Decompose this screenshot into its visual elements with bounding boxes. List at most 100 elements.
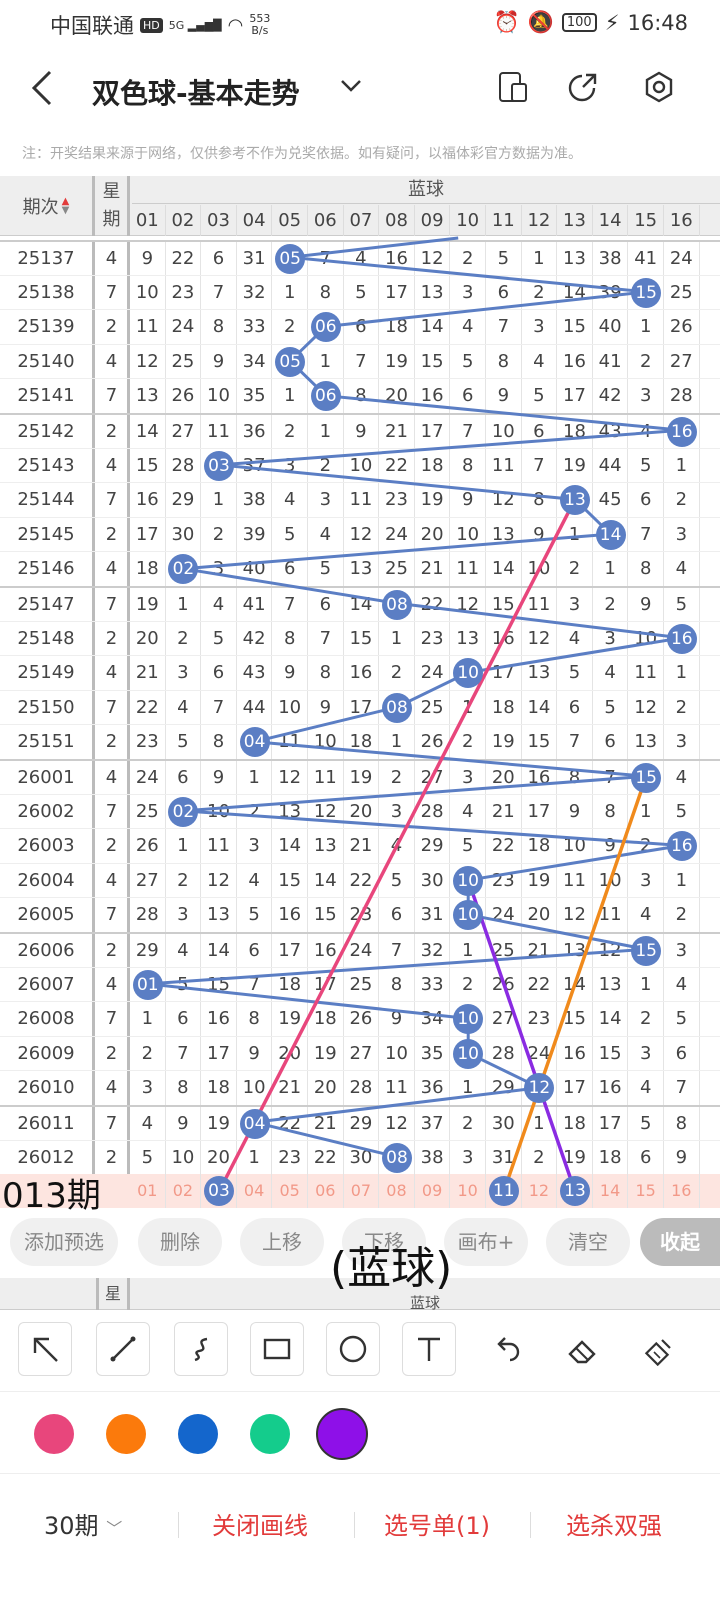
chevron-down-icon[interactable] — [340, 74, 362, 99]
weekday-cell: 4 — [96, 761, 130, 795]
table-row: 25151 2 23 5 8 04 11 10 18 1 26 2 19 15 7 6 13 3 — [0, 724, 720, 760]
prediction-cell[interactable]: 05 — [272, 1174, 308, 1208]
move-down-button[interactable]: 下移 — [342, 1218, 426, 1266]
eraser-icon[interactable] — [566, 1334, 598, 1370]
action-bar: 添加预选 删除 上移 下移 画布+ 清空 收起 — [0, 1208, 720, 1278]
prediction-cell[interactable]: 16 — [664, 1174, 700, 1208]
omission-cell: 21 — [415, 552, 451, 587]
omission-cell: 13 — [272, 794, 308, 829]
omission-cell: 12 — [522, 1071, 558, 1106]
omission-cell: 16 — [272, 898, 308, 933]
arrow-tool-icon[interactable] — [18, 1322, 72, 1376]
color-swatch[interactable] — [34, 1414, 74, 1454]
prediction-cell[interactable]: 08 — [379, 1174, 415, 1208]
issue-number: 26003 — [0, 829, 95, 864]
prediction-cell[interactable]: 01 — [130, 1174, 166, 1208]
omission-cell: 10 — [308, 725, 344, 760]
add-preselect-button[interactable]: 添加预选 — [10, 1218, 118, 1266]
undo-icon[interactable] — [490, 1334, 522, 1370]
column-header: 12 — [522, 205, 558, 236]
omission-cell: 2 — [450, 242, 486, 276]
omission-cell: 22 — [486, 829, 522, 864]
prediction-cell[interactable]: 13 — [557, 1174, 593, 1208]
canvas-add-button[interactable]: 画布+ — [444, 1218, 528, 1266]
weekday-cell: 4 — [96, 552, 130, 587]
omission-cell: 23 — [272, 1140, 308, 1175]
prediction-cell[interactable]: 04 — [237, 1174, 273, 1208]
weekday-cell: 2 — [96, 415, 130, 449]
rectangle-tool-icon[interactable] — [250, 1322, 304, 1376]
move-up-button[interactable]: 上移 — [240, 1218, 324, 1266]
omission-cell: 1 — [308, 415, 344, 449]
collapse-button[interactable]: 收起 — [640, 1218, 720, 1266]
omission-cell: 5 — [486, 242, 522, 276]
sort-icon[interactable]: ▲ ▼ — [61, 196, 70, 216]
omission-cell: 3 — [628, 1036, 664, 1071]
weekday-cell: 2 — [96, 1140, 130, 1175]
blue-ball-hit: 08 — [381, 590, 412, 620]
prediction-cell[interactable]: 06 — [308, 1174, 344, 1208]
prediction-cell[interactable]: 07 — [344, 1174, 380, 1208]
weekday-cell: 2 — [96, 725, 130, 760]
omission-cell: 9 — [130, 242, 166, 276]
omission-cell: 7 — [379, 934, 415, 968]
omission-cell: 23 — [344, 898, 380, 933]
settings-icon[interactable] — [642, 70, 676, 104]
close-draw-button[interactable]: 关闭画线 — [212, 1512, 308, 1540]
circle-tool-icon[interactable] — [326, 1322, 380, 1376]
back-arrow-icon[interactable] — [30, 68, 54, 117]
omission-cell: 8 — [522, 483, 558, 518]
line-tool-icon[interactable] — [96, 1322, 150, 1376]
omission-cell: 12 — [201, 863, 237, 898]
hd-icon: HD — [140, 17, 163, 33]
blue-ball-header: 蓝球 — [132, 176, 720, 204]
prediction-cell[interactable]: 02 — [166, 1174, 202, 1208]
predicted-ball[interactable]: 03 — [203, 1176, 234, 1207]
prediction-cell[interactable]: 15 — [628, 1174, 664, 1208]
omission-cell: 22 — [272, 1107, 308, 1141]
color-swatch[interactable] — [106, 1414, 146, 1454]
issue-column-header[interactable]: 期次 ▲ ▼ — [0, 176, 95, 236]
kill-double-button[interactable]: 选杀双强 — [566, 1512, 662, 1540]
color-swatch[interactable] — [316, 1408, 368, 1460]
prediction-cell[interactable]: 10 — [450, 1174, 486, 1208]
device-screen-icon[interactable] — [496, 70, 530, 104]
omission-cell: 23 — [415, 621, 451, 656]
page-title[interactable]: 双色球-基本走势 — [92, 77, 300, 110]
omission-cell: 3 — [130, 1071, 166, 1106]
prediction-cell[interactable]: 09 — [415, 1174, 451, 1208]
omission-cell: 2 — [166, 863, 202, 898]
text-tool-icon[interactable] — [402, 1322, 456, 1376]
predicted-ball[interactable]: 13 — [559, 1176, 590, 1207]
omission-cell: 6 — [450, 379, 486, 414]
omission-cell: 1 — [522, 242, 558, 276]
share-icon[interactable] — [566, 70, 600, 104]
color-swatch[interactable] — [178, 1414, 218, 1454]
table-row: 25146 4 18 02 3 40 6 5 13 25 21 11 14 10 2 1 8 4 — [0, 551, 720, 587]
color-swatch[interactable] — [250, 1414, 290, 1454]
selection-list-button[interactable]: 选号单(1) — [384, 1512, 490, 1540]
omission-cell: 02 — [166, 794, 202, 829]
omission-cell: 21 — [344, 829, 380, 864]
period-select[interactable]: 30期 ﹀ — [44, 1512, 123, 1540]
omission-cell: 41 — [237, 588, 273, 622]
weekday-cell: 7 — [96, 1107, 130, 1141]
predicted-ball[interactable]: 11 — [488, 1176, 519, 1207]
omission-cell: 23 — [130, 725, 166, 760]
delete-button[interactable]: 删除 — [138, 1218, 222, 1266]
prediction-row[interactable]: 01 02 03 04 05 06 07 08 09 10 11 12 13 14 15 16 — [0, 1174, 720, 1208]
clear-brush-icon[interactable] — [644, 1334, 676, 1370]
curve-tool-icon[interactable] — [174, 1322, 228, 1376]
prediction-cell[interactable]: 14 — [593, 1174, 629, 1208]
omission-cell: 5 — [593, 690, 629, 725]
table-row: 26011 7 4 9 19 04 22 21 29 12 37 2 30 1 18 17 5 8 — [0, 1105, 720, 1141]
weekday-cell: 4 — [96, 448, 130, 483]
clear-button[interactable]: 清空 — [546, 1218, 630, 1266]
prediction-cell[interactable]: 12 — [522, 1174, 558, 1208]
prediction-cell[interactable]: 03 — [201, 1174, 237, 1208]
prediction-cell[interactable]: 11 — [486, 1174, 522, 1208]
omission-cell: 32 — [415, 934, 451, 968]
omission-cell: 8 — [593, 794, 629, 829]
table-row: 25138 7 10 23 7 32 1 8 5 17 13 3 6 2 14 39 15 25 — [0, 274, 720, 310]
column-header: 06 — [308, 205, 344, 236]
